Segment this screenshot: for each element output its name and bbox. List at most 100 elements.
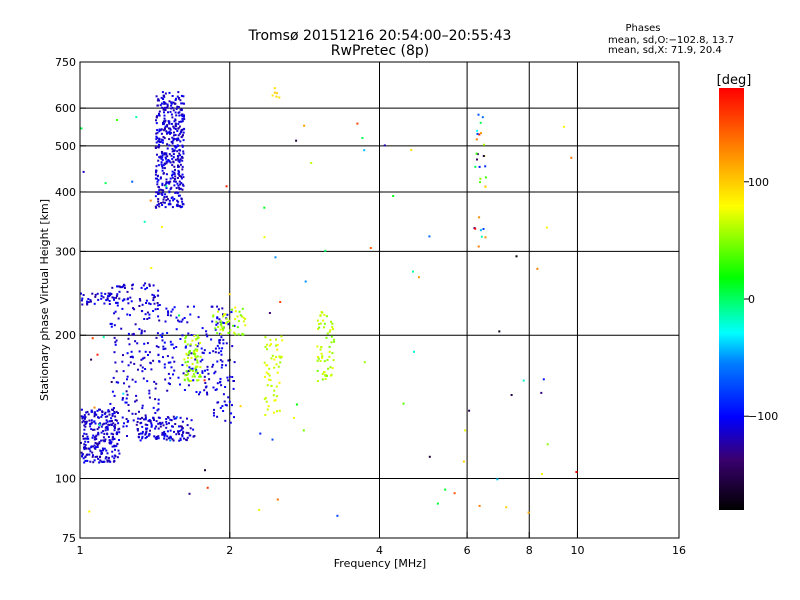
data-point [162,164,165,167]
data-point [134,323,137,326]
data-point [169,361,172,364]
data-point [201,370,204,373]
data-point [167,314,169,317]
data-point [321,356,324,359]
data-point [106,428,109,431]
data-point [484,185,487,188]
data-point [122,392,125,395]
data-point [206,368,209,371]
data-point [99,455,102,458]
data-point [152,406,155,409]
data-point [225,342,228,345]
data-point [224,364,227,367]
data-point [179,187,182,190]
data-point [92,454,94,457]
data-point [98,442,101,445]
data-point [214,370,217,373]
data-point [111,438,114,441]
data-point [193,305,195,308]
data-point [157,98,160,101]
data-point [113,351,116,354]
data-point [336,514,339,517]
data-point [177,155,180,158]
data-point [139,364,142,367]
data-point [536,267,539,270]
data-point [162,129,165,132]
data-point [118,285,121,288]
data-point [219,359,222,362]
data-point [110,417,113,420]
data-point [178,180,181,183]
data-point [211,320,214,323]
data-point [144,416,147,419]
data-point [96,409,99,412]
data-point [100,439,103,442]
data-point [138,305,141,307]
data-point [505,506,508,509]
data-point [167,372,170,375]
data-point [186,417,188,420]
data-point [222,410,225,412]
data-point [163,196,166,199]
data-point [163,341,166,344]
data-point [546,443,549,446]
data-point [219,320,222,323]
data-point [183,317,186,319]
data-point [275,95,278,98]
data-point [273,411,275,414]
data-point [413,350,415,353]
data-point [169,439,172,442]
data-point [170,366,173,369]
data-point [126,393,129,396]
data-point [143,356,146,359]
data-point [220,353,223,356]
data-point [137,435,140,438]
data-point [175,417,177,420]
data-point [231,345,234,348]
data-point [176,157,179,160]
data-point [155,420,158,423]
data-point [181,318,184,321]
data-point [196,379,199,382]
data-point [169,161,172,164]
data-point [329,329,332,332]
data-point [162,98,165,100]
data-point [126,378,128,381]
data-point [199,391,202,394]
data-point [81,453,84,456]
data-point [217,308,220,311]
data-point [189,343,192,346]
data-point [392,195,395,197]
data-point [142,284,145,287]
data-point [170,102,173,105]
data-point [173,178,176,181]
data-point [148,351,151,354]
data-point [82,457,85,460]
data-point [244,317,247,320]
data-point [177,170,180,173]
data-point [171,164,174,167]
data-point [273,399,276,402]
data-point [207,372,210,375]
data-point [152,296,155,299]
data-point [228,375,231,378]
data-point [241,307,244,310]
data-point [85,420,88,423]
data-point [258,508,261,511]
data-point [191,339,194,342]
data-point [326,358,329,361]
data-point [146,318,149,320]
data-point [263,397,266,400]
data-point [153,296,156,298]
x-tick-label: 2 [226,544,233,557]
data-point [213,408,215,411]
data-point [108,303,111,305]
data-point [106,420,109,423]
data-point [216,360,219,363]
data-point [160,161,163,164]
data-point [180,177,183,180]
data-point [173,369,176,372]
data-point [170,140,173,143]
data-point [191,375,194,378]
data-point [158,304,161,306]
